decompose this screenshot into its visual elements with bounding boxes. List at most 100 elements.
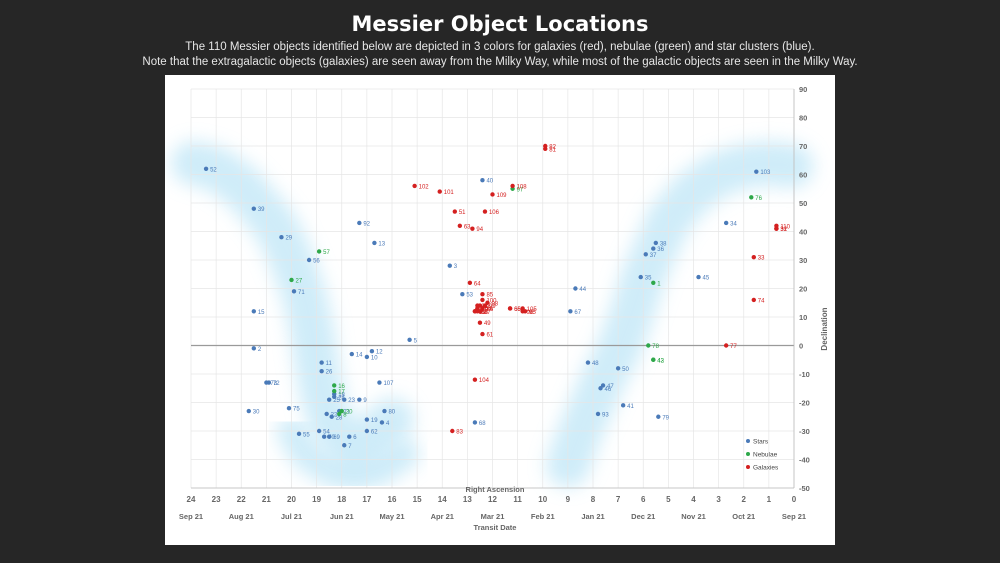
x-tick-label: 9 (566, 495, 571, 504)
messier-point-27 (289, 277, 294, 283)
messier-label-101: 101 (444, 190, 455, 196)
messier-label-56: 56 (313, 259, 320, 265)
messier-point-33 (751, 254, 756, 260)
messier-point-3 (447, 263, 452, 268)
messier-label-34: 34 (730, 221, 737, 227)
messier-label-23: 23 (348, 398, 355, 404)
messier-point-74 (751, 297, 756, 303)
messier-label-88: 88 (484, 304, 491, 310)
x-tick-label: 4 (691, 495, 696, 504)
messier-label-50: 50 (622, 367, 629, 373)
messier-label-83: 83 (456, 430, 463, 436)
messier-label-32: 32 (780, 227, 787, 233)
messier-label-77: 77 (730, 344, 737, 350)
messier-label-66: 66 (514, 307, 521, 313)
messier-label-106: 106 (489, 210, 500, 216)
messier-label-12: 12 (376, 350, 383, 356)
date-tick-label: Jun 21 (330, 512, 354, 521)
messier-point-48 (585, 360, 591, 365)
messier-label-45: 45 (703, 276, 710, 282)
x-tick-label: 16 (388, 495, 397, 504)
scatter-chart: 24 23 22 21 20 19 18 17 16 15 14 13 12 11 10 9 8 7 6 5 4 3 2 1 0… (171, 85, 829, 532)
messier-point-50 (615, 366, 621, 371)
x-tick-label: 13 (463, 495, 472, 504)
legend-label-galaxies: Galaxies (753, 465, 779, 472)
messier-point-14 (349, 351, 354, 357)
messier-point-91 (475, 303, 480, 308)
messier-label-82: 82 (549, 145, 556, 151)
y-tick-label: -30 (799, 427, 810, 436)
messier-label-62: 62 (371, 430, 378, 436)
messier-label-46: 46 (605, 387, 612, 393)
messier-point-5 (407, 337, 412, 342)
messier-point-25 (326, 397, 332, 402)
messier-point-70 (321, 434, 327, 439)
x-tick-label: 20 (287, 495, 296, 504)
messier-point-78 (646, 343, 651, 348)
messier-label-21: 21 (343, 410, 350, 416)
messier-point-69 (326, 434, 332, 439)
milky-way-segment (545, 141, 814, 488)
messier-label-33: 33 (758, 256, 765, 262)
messier-label-47: 47 (607, 384, 614, 390)
messier-point-13 (372, 240, 377, 246)
messier-label-52: 52 (210, 167, 217, 173)
legend-label-nebulae: Nebulae (753, 452, 778, 459)
data-points: 2345679101112131415181921222324252628293… (203, 143, 791, 450)
date-tick-label: Aug 21 (229, 512, 254, 521)
messier-label-65: 65 (514, 307, 521, 313)
messier-point-28 (329, 414, 334, 419)
messier-label-15: 15 (258, 310, 265, 316)
messier-point-46 (598, 386, 603, 391)
messier-point-6 (347, 434, 352, 439)
messier-point-60 (472, 309, 478, 314)
messier-label-92: 92 (363, 221, 370, 227)
messier-label-11: 11 (326, 361, 333, 367)
messier-label-87: 87 (484, 310, 491, 316)
messier-label-7: 7 (348, 444, 352, 450)
messier-label-58: 58 (481, 310, 488, 316)
messier-label-53: 53 (466, 293, 473, 299)
y-tick-label: 40 (799, 228, 807, 237)
messier-point-92 (357, 220, 362, 226)
messier-label-96: 96 (527, 310, 534, 316)
messier-point-67 (568, 309, 573, 314)
date-tick-label: May 21 (379, 512, 404, 521)
messier-label-40: 40 (486, 179, 493, 185)
messier-label-100: 100 (486, 298, 497, 304)
messier-point-9 (357, 397, 362, 402)
messier-point-20 (339, 408, 344, 414)
x-tick-label: 15 (413, 495, 422, 504)
messier-label-89: 89 (481, 307, 488, 313)
messier-label-17: 17 (338, 390, 345, 396)
date-tick-label: Sep 21 (179, 512, 203, 521)
messier-point-43 (651, 357, 656, 362)
messier-point-76 (749, 195, 754, 200)
messier-point-47 (600, 383, 606, 388)
messier-label-110: 110 (780, 224, 790, 230)
messier-label-104: 104 (479, 378, 490, 384)
messier-label-9: 9 (363, 398, 367, 404)
y-tick-label: 10 (799, 313, 807, 322)
messier-point-62 (364, 428, 370, 434)
axes: 24 23 22 21 20 19 18 17 16 15 14 13 12 11 10 9 8 7 6 5 4 3 2 1 0… (179, 85, 810, 521)
x-tick-label: 17 (362, 495, 371, 504)
messier-label-42: 42 (657, 358, 664, 364)
messier-label-39: 39 (258, 207, 265, 213)
y-tick-label: -50 (799, 484, 810, 493)
messier-point-34 (723, 220, 729, 226)
messier-label-80: 80 (388, 410, 395, 416)
messier-label-6: 6 (353, 435, 357, 441)
messier-label-108: 108 (517, 184, 528, 190)
messier-point-29 (279, 235, 284, 240)
messier-label-69: 69 (333, 435, 340, 441)
messier-point-53 (460, 292, 465, 297)
messier-point-55 (296, 431, 302, 437)
date-tick-label: Mar 21 (481, 512, 505, 521)
messier-point-86 (480, 306, 485, 311)
messier-label-72: 72 (273, 381, 280, 387)
messier-label-103: 103 (760, 170, 771, 176)
messier-point-36 (651, 246, 656, 251)
messier-point-40 (480, 178, 485, 183)
messier-label-76: 76 (755, 196, 762, 202)
